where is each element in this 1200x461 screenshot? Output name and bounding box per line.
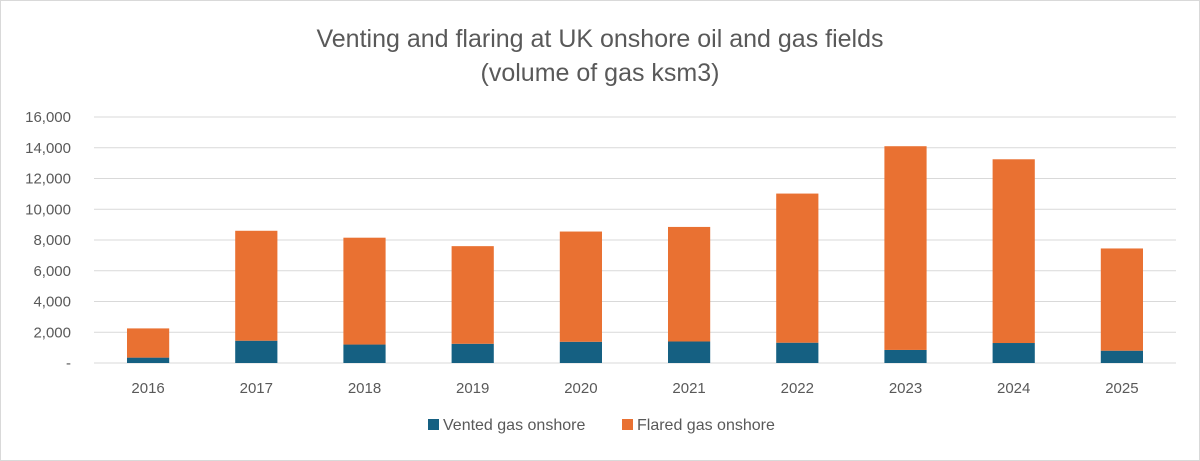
y-tick-label: 6,000 xyxy=(33,263,71,280)
x-tick-label: 2024 xyxy=(997,380,1030,397)
y-tick-label: 12,000 xyxy=(25,171,71,188)
bar-flared-2020 xyxy=(559,231,602,342)
chart-title: Venting and flaring at UK onshore oil an… xyxy=(316,25,883,53)
bar-vented-2019 xyxy=(451,343,494,363)
bar-vented-2018 xyxy=(343,344,386,363)
legend: Vented gas onshore Flared gas onshore xyxy=(428,417,775,434)
x-axis-ticks: 2016 2017 2018 2019 2020 2021 2022 2023 2024 2025 xyxy=(131,380,1138,397)
x-tick-label: 2021 xyxy=(672,380,705,397)
bar-vented-2020 xyxy=(559,341,602,363)
bar-flared-2023 xyxy=(884,146,927,350)
bar-vented-2016 xyxy=(127,357,170,363)
legend-label-vented: Vented gas onshore xyxy=(443,417,585,434)
bars xyxy=(127,146,1143,363)
y-tick-label: 8,000 xyxy=(33,232,71,249)
legend-label-flared: Flared gas onshore xyxy=(637,417,775,434)
x-tick-label: 2017 xyxy=(240,380,273,397)
y-tick-label: 10,000 xyxy=(25,201,71,218)
bar-flared-2016 xyxy=(127,328,170,358)
x-tick-label: 2025 xyxy=(1105,380,1138,397)
bar-vented-2023 xyxy=(884,349,927,363)
chart-subtitle: (volume of gas ksm3) xyxy=(481,59,720,87)
legend-swatch-vented xyxy=(428,419,439,430)
bar-flared-2018 xyxy=(343,237,386,345)
bar-flared-2024 xyxy=(992,159,1035,344)
y-tick-label: 2,000 xyxy=(33,324,71,341)
bar-vented-2017 xyxy=(235,340,278,363)
bar-vented-2025 xyxy=(1100,350,1143,363)
bar-flared-2021 xyxy=(668,226,711,342)
x-tick-label: 2020 xyxy=(564,380,597,397)
x-tick-label: 2016 xyxy=(131,380,164,397)
y-tick-label: 4,000 xyxy=(33,294,71,311)
y-tick-label: 16,000 xyxy=(25,109,71,126)
x-tick-label: 2019 xyxy=(456,380,489,397)
bar-flared-2025 xyxy=(1100,248,1143,351)
legend-swatch-flared xyxy=(622,419,633,430)
x-tick-label: 2018 xyxy=(348,380,381,397)
x-tick-label: 2022 xyxy=(781,380,814,397)
x-tick-label: 2023 xyxy=(889,380,922,397)
bar-flared-2017 xyxy=(235,230,278,341)
y-tick-label: 14,000 xyxy=(25,140,71,157)
bar-vented-2021 xyxy=(668,341,711,363)
bar-vented-2024 xyxy=(992,343,1035,363)
bar-vented-2022 xyxy=(776,342,819,363)
y-axis-ticks: - 2,000 4,000 6,000 8,000 10,000 12,000 14,000 1… xyxy=(25,109,71,372)
bar-flared-2022 xyxy=(776,193,819,343)
bar-flared-2019 xyxy=(451,246,494,344)
y-tick-label: - xyxy=(66,355,71,372)
